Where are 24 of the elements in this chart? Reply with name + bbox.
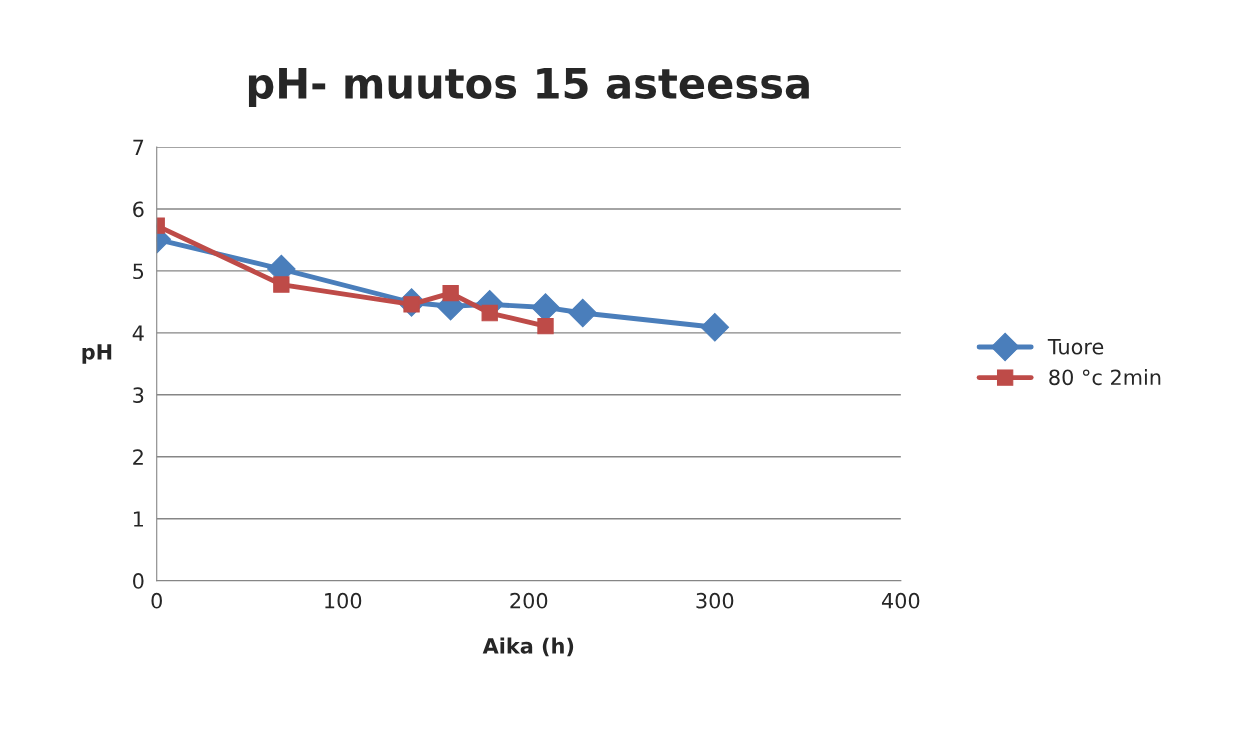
point [537, 317, 554, 335]
y-tick-label: 4 [132, 325, 144, 341]
point [700, 313, 730, 342]
y-tick-label: 3 [133, 387, 144, 404]
y-tick-label: 2 [133, 449, 143, 465]
point [442, 285, 459, 302]
legend-label: Tuore [1047, 339, 1104, 355]
y-axis-title: pH [82, 344, 112, 364]
point [481, 304, 498, 322]
x-axis-title: Aika (h) [482, 637, 574, 657]
point [273, 276, 290, 293]
x-tick-label: 400 [881, 592, 920, 609]
legend-label: 80 °c 2min [1049, 369, 1161, 386]
x-tick-label: 100 [325, 592, 362, 609]
x-tick-label: 300 [696, 592, 734, 609]
y-tick-label: 7 [133, 139, 144, 155]
y-tick-label: 6 [133, 201, 144, 218]
x-tick-label: 200 [510, 592, 548, 609]
chart-title: pH- muutos 15 asteessa [248, 68, 809, 108]
y-tick-label: 0 [133, 573, 144, 589]
point [568, 298, 597, 328]
y-tick-label: 5 [133, 263, 144, 280]
x-tick-label: 0 [151, 592, 162, 609]
y-tick-label: 1 [133, 511, 143, 527]
